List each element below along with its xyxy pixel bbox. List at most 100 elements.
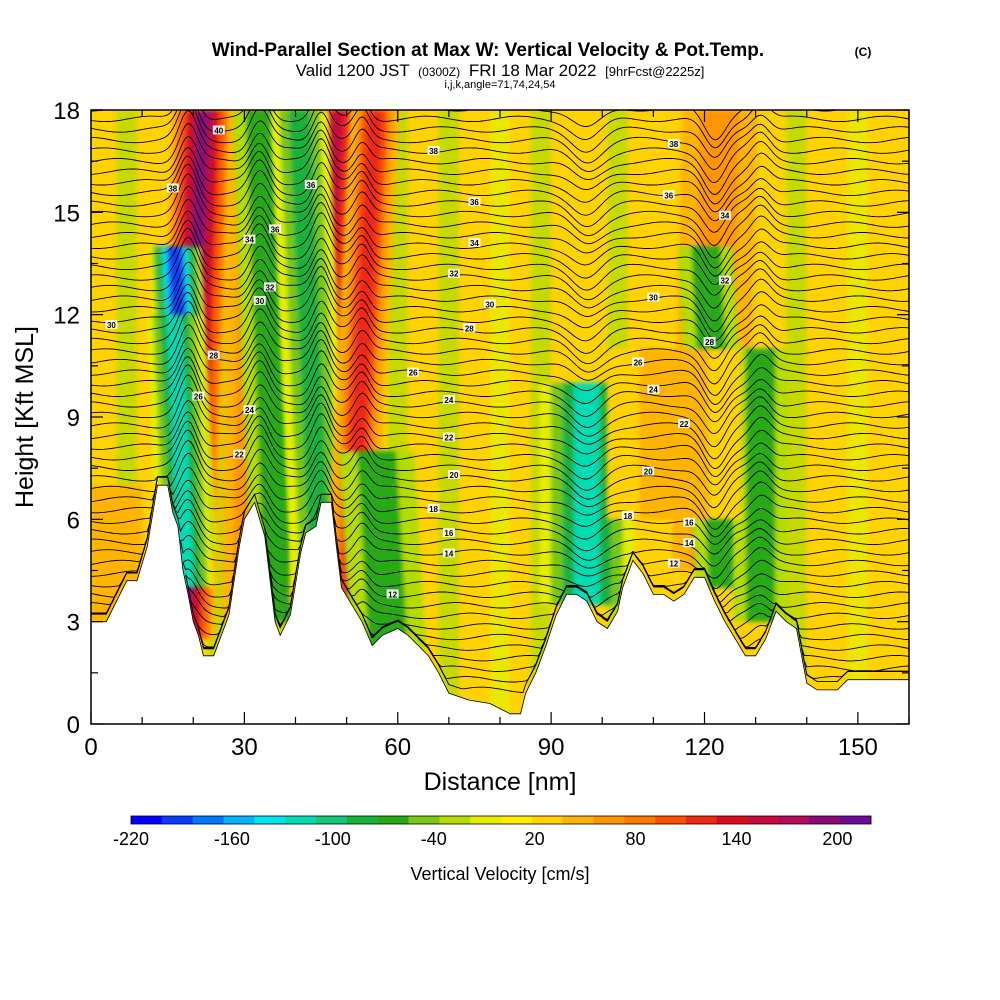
contour-label: 26 bbox=[409, 369, 418, 378]
chart-params: i,j,k,angle=71,74,24,54 bbox=[444, 79, 555, 91]
contour-label: 30 bbox=[107, 321, 116, 330]
contour-label-bg bbox=[442, 394, 455, 404]
velocity-band-polygon bbox=[356, 451, 408, 649]
isentrope-line bbox=[91, 420, 909, 486]
contour-label-bg bbox=[483, 299, 496, 309]
isentrope-line bbox=[91, 248, 909, 322]
isentrope-line bbox=[91, 236, 909, 309]
contour-label-bg bbox=[243, 405, 256, 415]
contour-label-bg bbox=[468, 197, 481, 207]
isentrope-line bbox=[91, 429, 909, 496]
contour-label-bg bbox=[442, 527, 455, 537]
isentrope-line bbox=[91, 110, 909, 149]
isentrope-line bbox=[91, 110, 909, 158]
isentrope-line bbox=[91, 502, 909, 567]
velocity-texture-band bbox=[438, 110, 459, 724]
x-tick-label: 90 bbox=[538, 734, 565, 761]
chart-subtitle: Valid 1200 JST (0300Z) FRI 18 Mar 2022 [… bbox=[296, 61, 705, 80]
colorbar-swatch bbox=[562, 816, 594, 824]
isentrope-line bbox=[91, 261, 909, 333]
x-axis-label: Distance [nm] bbox=[424, 768, 577, 796]
velocity-texture-band bbox=[847, 110, 868, 724]
contour-label-bg bbox=[207, 350, 220, 360]
contour-label-bg bbox=[468, 238, 481, 248]
contour-label-bg bbox=[718, 275, 731, 285]
colorbar-swatch bbox=[624, 816, 656, 824]
chart-title: Wind-Parallel Section at Max W: Vertical… bbox=[212, 40, 764, 61]
isentrope-line bbox=[91, 374, 909, 448]
contour-label-bg bbox=[212, 125, 225, 135]
isentrope-line bbox=[91, 490, 909, 545]
colorbar-tick-label: 20 bbox=[525, 829, 545, 849]
contour-label: 22 bbox=[235, 451, 244, 460]
contour-label-bg bbox=[407, 367, 420, 377]
contour-label-bg bbox=[233, 449, 246, 459]
contour-label: 20 bbox=[450, 471, 459, 480]
contour-label-bg bbox=[683, 538, 696, 548]
y-tick-label: 6 bbox=[67, 507, 80, 534]
y-tick-label: 3 bbox=[67, 610, 80, 637]
colorbar-swatch bbox=[840, 816, 872, 824]
x-tick-label: 120 bbox=[684, 734, 724, 761]
contour-label: 36 bbox=[470, 198, 479, 207]
colorbar-swatch bbox=[192, 816, 224, 824]
isentrope-line bbox=[91, 146, 909, 213]
contour-label: 12 bbox=[388, 590, 397, 599]
contour-label-bg bbox=[442, 432, 455, 442]
y-tick-label: 0 bbox=[67, 712, 80, 739]
isentrope-line bbox=[91, 227, 909, 296]
isentrope-line bbox=[91, 173, 909, 246]
x-tick-label: 30 bbox=[231, 734, 258, 761]
velocity-feature bbox=[539, 382, 635, 605]
contour-label: 18 bbox=[429, 505, 438, 514]
isentrope-line bbox=[91, 364, 909, 435]
contour-label-bg bbox=[647, 292, 660, 302]
contour-label: 18 bbox=[623, 512, 632, 521]
colorbar-swatch bbox=[223, 816, 255, 824]
colorbar-swatch bbox=[254, 816, 286, 824]
contour-label: 14 bbox=[685, 539, 694, 548]
isentrope-line bbox=[91, 336, 909, 405]
contour-label: 34 bbox=[245, 236, 254, 245]
isentrope-line bbox=[91, 122, 909, 196]
contour-label: 22 bbox=[444, 433, 453, 442]
contour-label-bg bbox=[662, 190, 675, 200]
colorbar-swatch bbox=[747, 816, 779, 824]
potential-temperature-contours bbox=[91, 110, 909, 693]
subtitle-date: FRI 18 Mar 2022 bbox=[469, 61, 597, 80]
x-tick-label: 60 bbox=[384, 734, 411, 761]
contour-label: 40 bbox=[214, 126, 223, 135]
colorbar-tick-label: -100 bbox=[315, 829, 351, 849]
colorbar-swatch bbox=[809, 816, 841, 824]
contour-label: 20 bbox=[644, 468, 653, 477]
contour-label-bg bbox=[621, 510, 634, 520]
x-tick-label: 150 bbox=[838, 734, 878, 761]
contour-label: 16 bbox=[685, 519, 694, 528]
contour-label: 16 bbox=[444, 529, 453, 538]
contour-label-bg bbox=[463, 323, 476, 333]
contour-label: 38 bbox=[669, 140, 678, 149]
colorbar-swatch bbox=[655, 816, 687, 824]
contour-label-bg bbox=[269, 224, 282, 234]
isentrope-line bbox=[91, 575, 909, 622]
contour-label-bg bbox=[447, 469, 460, 479]
contour-label-bg bbox=[683, 517, 696, 527]
velocity-feature bbox=[338, 451, 426, 649]
y-tick-label: 18 bbox=[53, 98, 80, 125]
contour-label: 26 bbox=[634, 358, 643, 367]
isentrope-line bbox=[91, 511, 909, 579]
colorbar-tick-labels: -220 -160 -100 -40 20 80 140 200 bbox=[113, 829, 852, 849]
colorbar-swatch bbox=[593, 816, 625, 824]
contour-label-bg bbox=[386, 589, 399, 599]
colorbar-tick-label: -160 bbox=[214, 829, 250, 849]
isentrope-line bbox=[91, 476, 909, 538]
terrain-mask bbox=[91, 485, 909, 724]
isentrope-line bbox=[91, 110, 909, 184]
colorbar-swatch bbox=[408, 816, 440, 824]
velocity-band-polygon bbox=[245, 110, 295, 622]
velocity-feature bbox=[733, 348, 789, 622]
colorbar-swatch bbox=[501, 816, 533, 824]
isentrope-line bbox=[91, 311, 909, 385]
